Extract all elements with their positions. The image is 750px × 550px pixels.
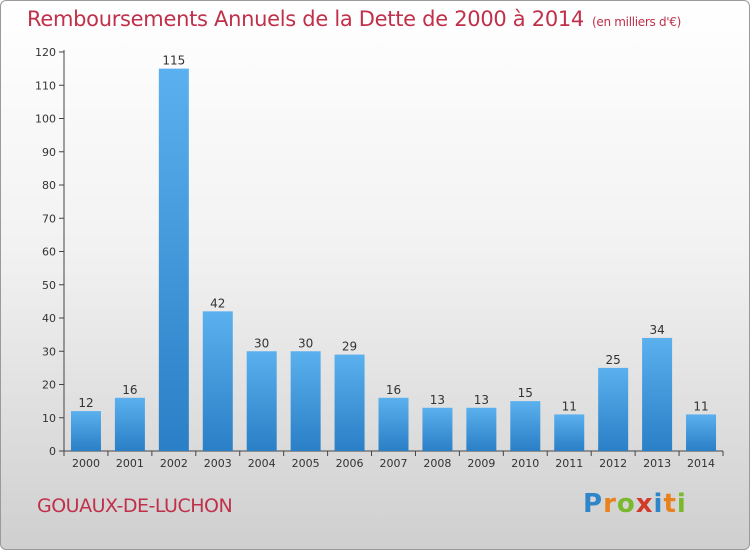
bar: [202, 311, 233, 451]
x-tick-label: 2010: [511, 457, 539, 470]
y-tick-label: 10: [42, 412, 56, 425]
y-tick-label: 50: [42, 279, 56, 292]
x-tick-label: 2007: [380, 457, 408, 470]
bar: [642, 337, 673, 451]
chart-labels: 12 2000 16 2001 115 2002 42 2003 30 2004 30 2005 29 2…: [72, 54, 715, 470]
x-tick-label: 2003: [204, 457, 232, 470]
bar: [422, 407, 453, 451]
bar-value-label: 15: [518, 386, 533, 400]
bar-value-label: 34: [649, 323, 664, 337]
x-tick-label: 2001: [116, 457, 144, 470]
y-tick-label: 110: [35, 79, 56, 92]
bar: [70, 411, 101, 451]
y-tick-label: 60: [42, 246, 56, 259]
logo-letter: t: [663, 489, 677, 519]
commune-name: GOUAUX-DE-LUCHON: [37, 495, 233, 517]
y-tick-label: 20: [42, 379, 56, 392]
bar-value-label: 115: [162, 54, 185, 68]
bar-value-label: 16: [386, 383, 401, 397]
x-tick-label: 2004: [248, 457, 276, 470]
bar-value-label: 25: [606, 353, 621, 367]
chart-bars: [70, 68, 717, 451]
x-tick-label: 2012: [599, 457, 627, 470]
x-tick-label: 2006: [336, 457, 364, 470]
chart-subtitle: (en milliers d'€): [592, 15, 682, 29]
bar: [290, 351, 321, 451]
logo-letter: i: [653, 489, 664, 519]
y-tick-label: 90: [42, 146, 56, 159]
logo-letter: r: [603, 489, 617, 519]
bar-value-label: 12: [78, 396, 93, 410]
bar: [334, 354, 365, 451]
x-tick-label: 2005: [292, 457, 320, 470]
logo-letter: P: [583, 489, 604, 519]
bar-value-label: 29: [342, 340, 357, 354]
bar-value-label: 11: [562, 399, 577, 413]
bar: [466, 407, 497, 451]
bar: [246, 351, 277, 451]
y-tick-label: 30: [42, 345, 56, 358]
x-tick-label: 2014: [687, 457, 715, 470]
bar: [158, 68, 189, 451]
x-tick-label: 2013: [643, 457, 671, 470]
y-tick-label: 40: [42, 312, 56, 325]
bar: [598, 367, 629, 451]
y-tick-label: 70: [42, 212, 56, 225]
logo-letter: o: [616, 489, 636, 519]
bar-value-label: 16: [122, 383, 137, 397]
chart-title-text: Remboursements Annuels de la Dette de 20…: [27, 7, 584, 31]
x-tick-label: 2002: [160, 457, 188, 470]
x-tick-label: 2009: [467, 457, 495, 470]
bar: [554, 414, 585, 451]
y-tick-label: 80: [42, 179, 56, 192]
y-tick-label: 0: [49, 445, 56, 458]
x-tick-label: 2000: [72, 457, 100, 470]
y-tick-label: 100: [35, 113, 56, 126]
bar-value-label: 30: [298, 336, 313, 350]
x-tick-label: 2008: [423, 457, 451, 470]
proxiti-logo: Proxiti: [583, 489, 687, 519]
bar: [114, 397, 145, 451]
x-tick-label: 2011: [555, 457, 583, 470]
bar-value-label: 13: [474, 393, 489, 407]
chart-title: Remboursements Annuels de la Dette de 20…: [27, 7, 681, 31]
logo-letter: i: [676, 489, 687, 519]
bar: [510, 401, 541, 451]
logo-letter: x: [635, 489, 654, 519]
y-tick-label: 120: [35, 46, 56, 59]
bar-value-label: 42: [210, 296, 225, 310]
bar-value-label: 13: [430, 393, 445, 407]
bar-value-label: 11: [693, 399, 708, 413]
bar: [378, 397, 409, 451]
bar-value-label: 30: [254, 336, 269, 350]
bar: [686, 414, 717, 451]
